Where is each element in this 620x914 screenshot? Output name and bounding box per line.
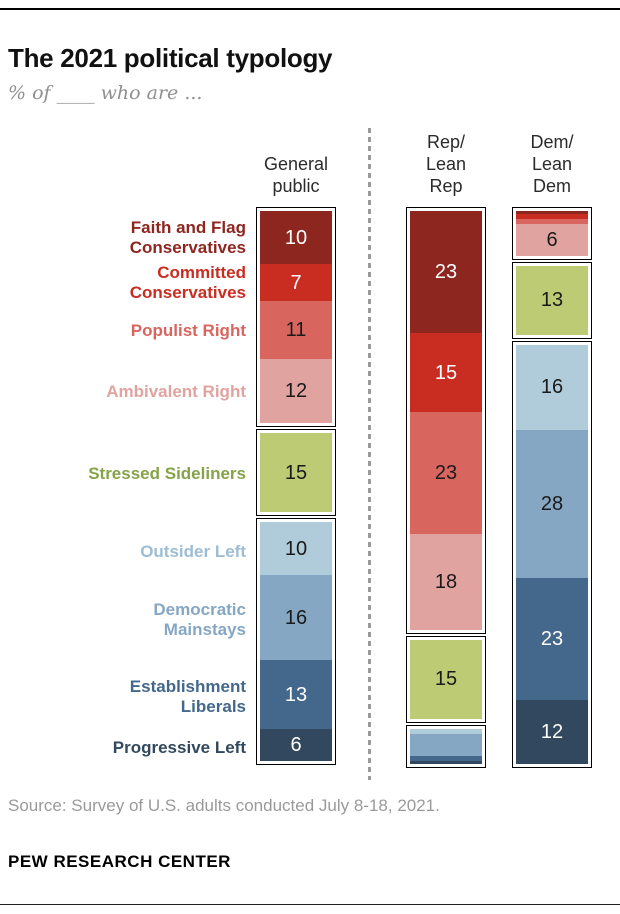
value-label: 23 [434,462,458,485]
value-label: 7 [290,271,302,294]
bar-segment-populist-right: 11 [260,301,332,360]
category-label-faith-and-flag-conservatives: Faith and Flag Conservatives [129,218,246,257]
bar-segment-outsider-left [410,729,482,735]
bar-box: 15 [256,428,336,517]
value-label: 6 [290,734,302,757]
bar-segment-ambivalent-right: 12 [260,359,332,423]
bar-box [406,725,486,768]
chart-subtitle: % of ____ who are ... [8,82,203,104]
bar-segment-democratic-mainstays: 28 [516,429,588,579]
bar-box: 13 [512,262,592,339]
party-separator-dashed-line [368,128,371,780]
bar-column-rep-lean-rep: 23 15 23 18 15 [406,207,486,770]
category-label-stressed-sideliners: Stressed Sideliners [88,464,246,484]
value-label: 13 [284,683,308,706]
value-label: 16 [284,606,308,629]
bar-box: 15 [406,635,486,724]
column-header-general-public: General public [263,154,329,196]
bar-segment-populist-right [516,218,588,225]
category-label-democratic-mainstays: Democratic Mainstays [153,600,246,640]
bar-segment-stressed-sideliners: 13 [516,266,588,335]
bar-segment-progressive-left: 12 [516,700,588,764]
bottom-rule [0,904,620,905]
bar-segment-populist-right: 23 [410,412,482,535]
bar-segment-establishment-liberals [410,755,482,761]
category-label-committed-conservatives: Committed Conservatives [129,263,246,303]
brand-footer: PEW RESEARCH CENTER [8,852,231,871]
value-label: 10 [284,537,308,560]
value-label: 11 [285,319,307,342]
value-label: 15 [284,461,308,484]
bar-box: 23 15 23 18 [406,207,486,634]
bar-box: 10 7 11 12 [256,207,336,427]
bar-segment-ambivalent-right: 18 [410,534,482,630]
value-label: 15 [434,361,458,384]
source-note: Source: Survey of U.S. adults conducted … [8,796,440,815]
bar-segment-democratic-mainstays [410,734,482,756]
bar-box: 6 [512,207,592,261]
category-label-progressive-left: Progressive Left [112,737,246,757]
bar-segment-progressive-left: 6 [260,729,332,761]
bar-segment-faith-and-flag-conservatives: 23 [410,211,482,333]
column-header-rep-lean-rep: Rep/ Lean Rep [425,132,467,196]
bar-segment-establishment-liberals: 23 [516,578,588,700]
category-label-populist-right: Populist Right [130,320,246,340]
bar-segment-committed-conservatives: 7 [260,264,332,302]
bar-box: 10 16 13 6 [256,518,336,765]
bar-segment-stressed-sideliners: 15 [260,432,332,513]
bar-column-dem-lean-dem: 6 13 16 28 23 12 [512,207,592,770]
value-label: 23 [434,260,458,283]
bar-segment-faith-and-flag-conservatives: 10 [260,211,332,264]
value-label: 15 [434,668,458,691]
bar-segment-progressive-left [410,760,482,764]
page-title: The 2021 political typology [8,43,333,74]
bar-segment-committed-conservatives [516,213,588,219]
column-header-dem-lean-dem: Dem/ Lean Dem [530,132,574,196]
bar-segment-democratic-mainstays: 16 [260,575,332,661]
bar-segment-committed-conservatives: 15 [410,332,482,413]
top-rule [0,8,620,10]
value-label: 13 [540,289,564,312]
bar-segment-stressed-sideliners: 15 [410,639,482,720]
value-label: 16 [540,376,564,399]
bar-segment-outsider-left: 10 [260,522,332,576]
bar-segment-establishment-liberals: 13 [260,660,332,730]
value-label: 23 [540,628,564,651]
value-label: 10 [284,226,308,249]
bar-segment-faith-and-flag-conservatives [516,211,588,214]
category-label-ambivalent-right: Ambivalent Right [106,381,246,401]
category-label-outsider-left: Outsider Left [140,541,246,561]
value-label: 6 [546,229,558,252]
bar-segment-ambivalent-right: 6 [516,224,588,257]
category-label-establishment-liberals: Establishment Liberals [129,677,246,717]
bar-segment-outsider-left: 16 [516,344,588,430]
value-label: 12 [540,720,564,743]
bar-column-general-public: 10 7 11 12 15 10 16 13 6 [256,207,336,767]
value-label: 28 [540,492,564,515]
value-label: 18 [434,570,458,593]
value-label: 12 [284,380,308,403]
bar-box: 16 28 23 12 [512,340,592,768]
